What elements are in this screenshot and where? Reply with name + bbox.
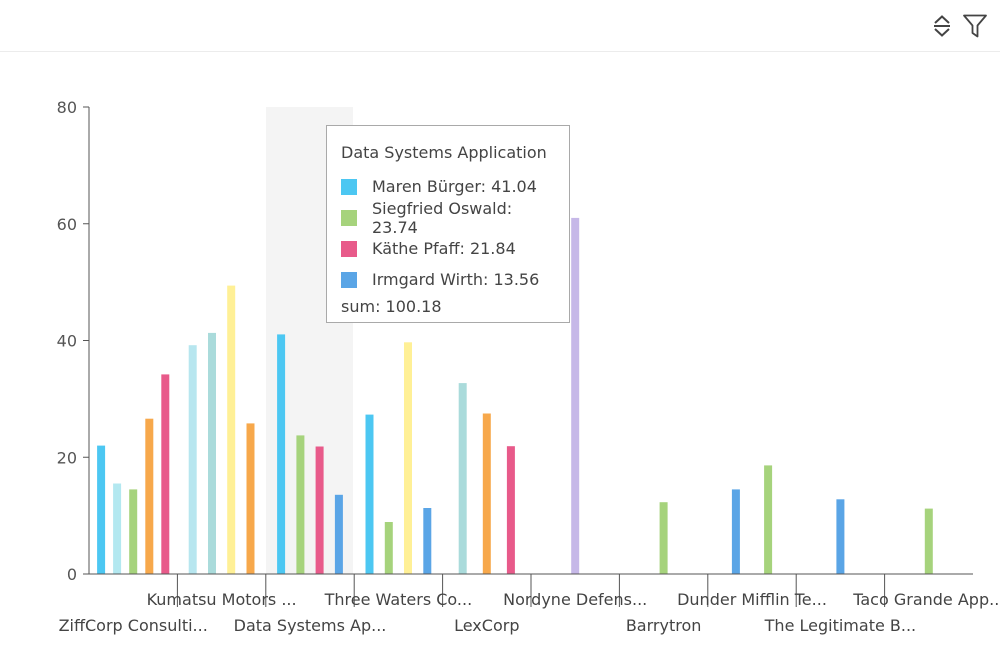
sort-icon[interactable] xyxy=(929,13,955,39)
bar xyxy=(924,508,933,574)
x-category-label: Dunder Mifflin Te... xyxy=(677,590,827,609)
bar xyxy=(423,508,432,574)
bar xyxy=(836,499,845,574)
bar xyxy=(506,446,515,574)
bar xyxy=(129,489,138,574)
tooltip-row: Irmgard Wirth: 13.56 xyxy=(341,264,555,295)
tooltip-row: Käthe Pfaff: 21.84 xyxy=(341,233,555,264)
bar xyxy=(334,494,343,574)
bar xyxy=(227,285,236,574)
x-category-label: ZiffCorp Consulti... xyxy=(59,616,208,635)
bar xyxy=(246,423,255,574)
tooltip-swatch xyxy=(341,178,357,195)
x-category-label: Barrytron xyxy=(626,616,702,635)
bar xyxy=(571,217,580,574)
x-category-label: Kumatsu Motors ... xyxy=(147,590,297,609)
bar xyxy=(384,522,393,574)
tooltip-row-label: Käthe Pfaff: 21.84 xyxy=(372,239,516,258)
tooltip-title: Data Systems Application xyxy=(341,143,547,162)
bar xyxy=(365,414,374,574)
bar xyxy=(161,374,170,574)
bar xyxy=(113,483,122,574)
tooltip-row-label: Maren Bürger: 41.04 xyxy=(372,177,537,196)
tooltip-row-label: Irmgard Wirth: 13.56 xyxy=(372,270,540,289)
chart-tooltip: Data Systems Application Maren Bürger: 4… xyxy=(326,125,570,323)
tooltip-sum: sum: 100.18 xyxy=(341,297,442,316)
bar xyxy=(277,334,286,574)
bar xyxy=(659,502,668,574)
tooltip-swatch xyxy=(341,209,357,226)
x-category-label: LexCorp xyxy=(454,616,519,635)
chart-toolbar xyxy=(0,0,1000,52)
y-tick-label: 60 xyxy=(57,215,77,234)
bar xyxy=(764,465,773,574)
y-tick-label: 0 xyxy=(67,565,77,584)
y-tick-label: 80 xyxy=(57,98,77,117)
bar xyxy=(731,489,740,574)
bar xyxy=(315,446,324,574)
bar xyxy=(458,383,467,574)
tooltip-row-label: Siegfried Oswald: 23.74 xyxy=(372,198,513,237)
tooltip-swatch xyxy=(341,271,357,288)
bar xyxy=(296,435,305,574)
x-category-label: Data Systems Ap... xyxy=(234,616,387,635)
bar xyxy=(97,445,106,574)
x-category-label: The Legitimate B... xyxy=(764,616,916,635)
bar xyxy=(404,342,412,574)
x-category-label: Taco Grande App... xyxy=(852,590,1000,609)
x-category-label: Nordyne Defens... xyxy=(503,590,647,609)
tooltip-row: Maren Bürger: 41.04 xyxy=(341,171,555,202)
tooltip-row: Siegfried Oswald: 23.74 xyxy=(341,199,555,237)
y-tick-label: 20 xyxy=(57,448,77,467)
x-category-label: Three Waters Co... xyxy=(324,590,473,609)
bar xyxy=(145,418,154,574)
bar xyxy=(208,332,216,574)
bar xyxy=(482,413,491,574)
tooltip-swatch xyxy=(341,240,357,257)
bar xyxy=(188,345,197,574)
y-tick-label: 40 xyxy=(57,332,77,351)
filter-icon[interactable] xyxy=(962,13,988,39)
